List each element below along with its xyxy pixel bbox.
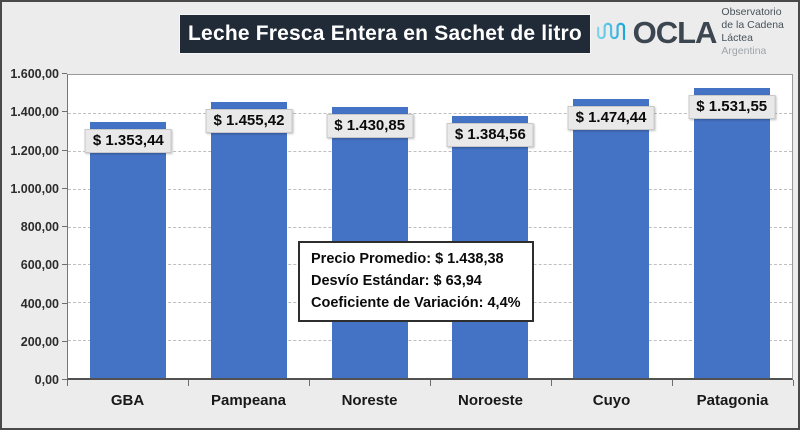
x-tick-mark [551, 380, 552, 386]
x-tick-mark [67, 380, 68, 386]
y-tick-mark [62, 149, 67, 151]
bar-value-label-patagonia: $ 1.531,55 [688, 94, 776, 119]
bar-column-gba: $ 1.353,44 [68, 75, 189, 378]
y-tick-mark [62, 379, 67, 380]
bar-value-label-pampeana: $ 1.455,42 [205, 109, 293, 134]
bar-gba: $ 1.353,44 [84, 121, 172, 378]
ocla-org-line3: Argentina [721, 45, 767, 58]
page-title: Leche Fresca Entera en Sachet de litro [180, 15, 590, 53]
bar-value-label-noreste: $ 1.430,85 [326, 114, 414, 139]
y-axis-labels: 0,00 200,00 400,00 600,00 800,00 1.000,00 1.20… [2, 67, 59, 387]
bar-value-label-gba: $ 1.353,44 [84, 128, 172, 153]
y-tick-mark [62, 187, 67, 189]
y-tick-mark [62, 73, 67, 74]
x-tick-mark [188, 380, 189, 386]
y-tick-mark [62, 302, 67, 304]
y-tick-mark [62, 264, 67, 266]
ocla-brand-text: OCLA [632, 14, 718, 50]
x-tick-mark [309, 380, 310, 386]
bar-value-label-noroeste: $ 1.384,56 [446, 122, 534, 147]
ocla-org-line2: de la Cadena Láctea [721, 18, 784, 44]
y-axis-ticks [62, 73, 67, 380]
bars-container: $ 1.353,44 $ 1.455,42 $ 1.430,85 $ 1.384,56… [68, 75, 792, 378]
ocla-wave-icon [597, 22, 626, 41]
y-tick-label: 1.000,00 [10, 181, 59, 196]
y-tick-mark [62, 111, 67, 113]
bar-column-cuyo: $ 1.474,44 [551, 75, 672, 378]
y-tick-label: 1.200,00 [10, 143, 59, 158]
bar-cuyo: $ 1.474,44 [567, 98, 655, 378]
y-tick-label: 1.600,00 [10, 67, 59, 81]
plot-area: $ 1.353,44 $ 1.455,42 $ 1.430,85 $ 1.384,56… [67, 74, 793, 380]
bar-value-label-cuyo: $ 1.474,44 [567, 105, 655, 130]
x-axis-labels: GBA Pampeana Noreste Noroeste Cuyo Patagonia [67, 392, 793, 409]
x-axis-label-patagonia: Patagonia [696, 392, 769, 409]
gridline [68, 188, 792, 190]
ocla-logo: OCLA Observatorio de la Cadena Láctea Ar… [596, 6, 798, 57]
x-axis-label-gba: GBA [110, 392, 145, 409]
stats-annotation-box: Precio Promedio: $ 1.438,38 Desvío Están… [298, 241, 534, 323]
gridline [68, 226, 792, 228]
y-tick-label: 1.400,00 [10, 105, 59, 120]
ocla-org-text: Observatorio de la Cadena Láctea Argenti… [721, 6, 798, 59]
bar-column-noroeste: $ 1.384,56 [430, 75, 551, 378]
x-axis-label-pampeana: Pampeana [210, 392, 287, 409]
y-tick-mark [62, 226, 67, 227]
x-axis-label-cuyo: Cuyo [592, 392, 631, 409]
x-axis-label-noreste: Noreste [341, 392, 398, 409]
stat-coeficiente-variacion: Coeficiente de Variación: 4,4% [311, 294, 521, 311]
gridline [68, 150, 792, 152]
bar-column-noreste: $ 1.430,85 [309, 75, 430, 378]
bar-patagonia: $ 1.531,55 [688, 87, 776, 378]
x-tick-mark [793, 380, 794, 386]
y-tick-label: 0,00 [34, 373, 59, 387]
x-tick-mark [672, 380, 673, 386]
x-axis-ticks [67, 380, 794, 386]
bar-column-pampeana: $ 1.455,42 [189, 75, 310, 378]
bar-pampeana: $ 1.455,42 [205, 102, 293, 378]
gridline [68, 340, 792, 342]
x-axis-label-noroeste: Noroeste [457, 392, 524, 409]
gridline [68, 112, 792, 114]
y-tick-mark [62, 340, 67, 342]
bar-column-patagonia: $ 1.531,55 [671, 75, 792, 378]
stat-precio-promedio: Precio Promedio: $ 1.438,38 [311, 251, 504, 267]
y-tick-label: 200,00 [20, 334, 59, 349]
y-tick-label: 400,00 [20, 296, 59, 311]
y-tick-label: 800,00 [20, 220, 59, 234]
stat-desvio-estandar: Desvío Estándar: $ 63,94 [311, 272, 482, 289]
ocla-org-line1: Observatorio [721, 5, 782, 18]
y-tick-label: 600,00 [20, 258, 59, 273]
x-tick-mark [430, 380, 431, 386]
